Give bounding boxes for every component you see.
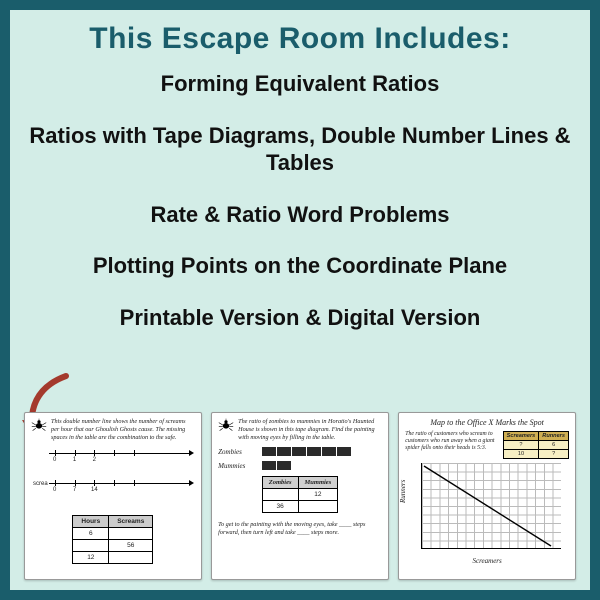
bullet-3: Rate & Ratio Word Problems: [24, 201, 576, 229]
preview-card-1: This double number line shows the number…: [24, 412, 202, 580]
preview-cards: This double number line shows the number…: [24, 412, 576, 580]
card1-table: HoursScreams 6 56 12: [72, 515, 153, 564]
spider-icon: [218, 418, 234, 432]
card1-blurb: This double number line shows the number…: [51, 418, 195, 441]
page-title: This Escape Room Includes:: [24, 22, 576, 56]
card3-title: Map to the Office X Marks the Spot: [405, 418, 569, 427]
bullet-4: Plotting Points on the Coordinate Plane: [24, 252, 576, 280]
card2-table: ZombiesMummies 12 36: [262, 476, 338, 513]
card3-xlabel: Screamers: [405, 557, 569, 565]
card2-footer: To get to the painting with the moving e…: [218, 521, 382, 537]
bullet-5: Printable Version & Digital Version: [24, 304, 576, 332]
card2-row-zombies: Zombies: [218, 447, 382, 456]
card2-row-mummies: Mummies: [218, 461, 382, 470]
content-panel: This Escape Room Includes: Forming Equiv…: [10, 10, 590, 590]
preview-card-3: Map to the Office X Marks the Spot The r…: [398, 412, 576, 580]
bullet-1: Forming Equivalent Ratios: [24, 70, 576, 98]
card1-numberline-1: 0 1 2: [49, 447, 191, 461]
preview-card-2: The ratio of zombies to mummies in Horat…: [211, 412, 389, 580]
card3-blurb: The ratio of customers who scream to cus…: [405, 431, 498, 459]
bullet-2: Ratios with Tape Diagrams, Double Number…: [24, 122, 576, 177]
card2-blurb: The ratio of zombies to mummies in Horat…: [238, 418, 382, 441]
card1-axis2-label: screa: [33, 481, 48, 487]
card3-line: [421, 463, 561, 549]
card1-numberline-2: 0 7 14: [49, 477, 191, 491]
card3-chart: Runners: [405, 463, 569, 555]
spider-icon: [31, 418, 47, 432]
card3-mini-table: ScreamersRunners ?6 10?: [503, 431, 569, 459]
